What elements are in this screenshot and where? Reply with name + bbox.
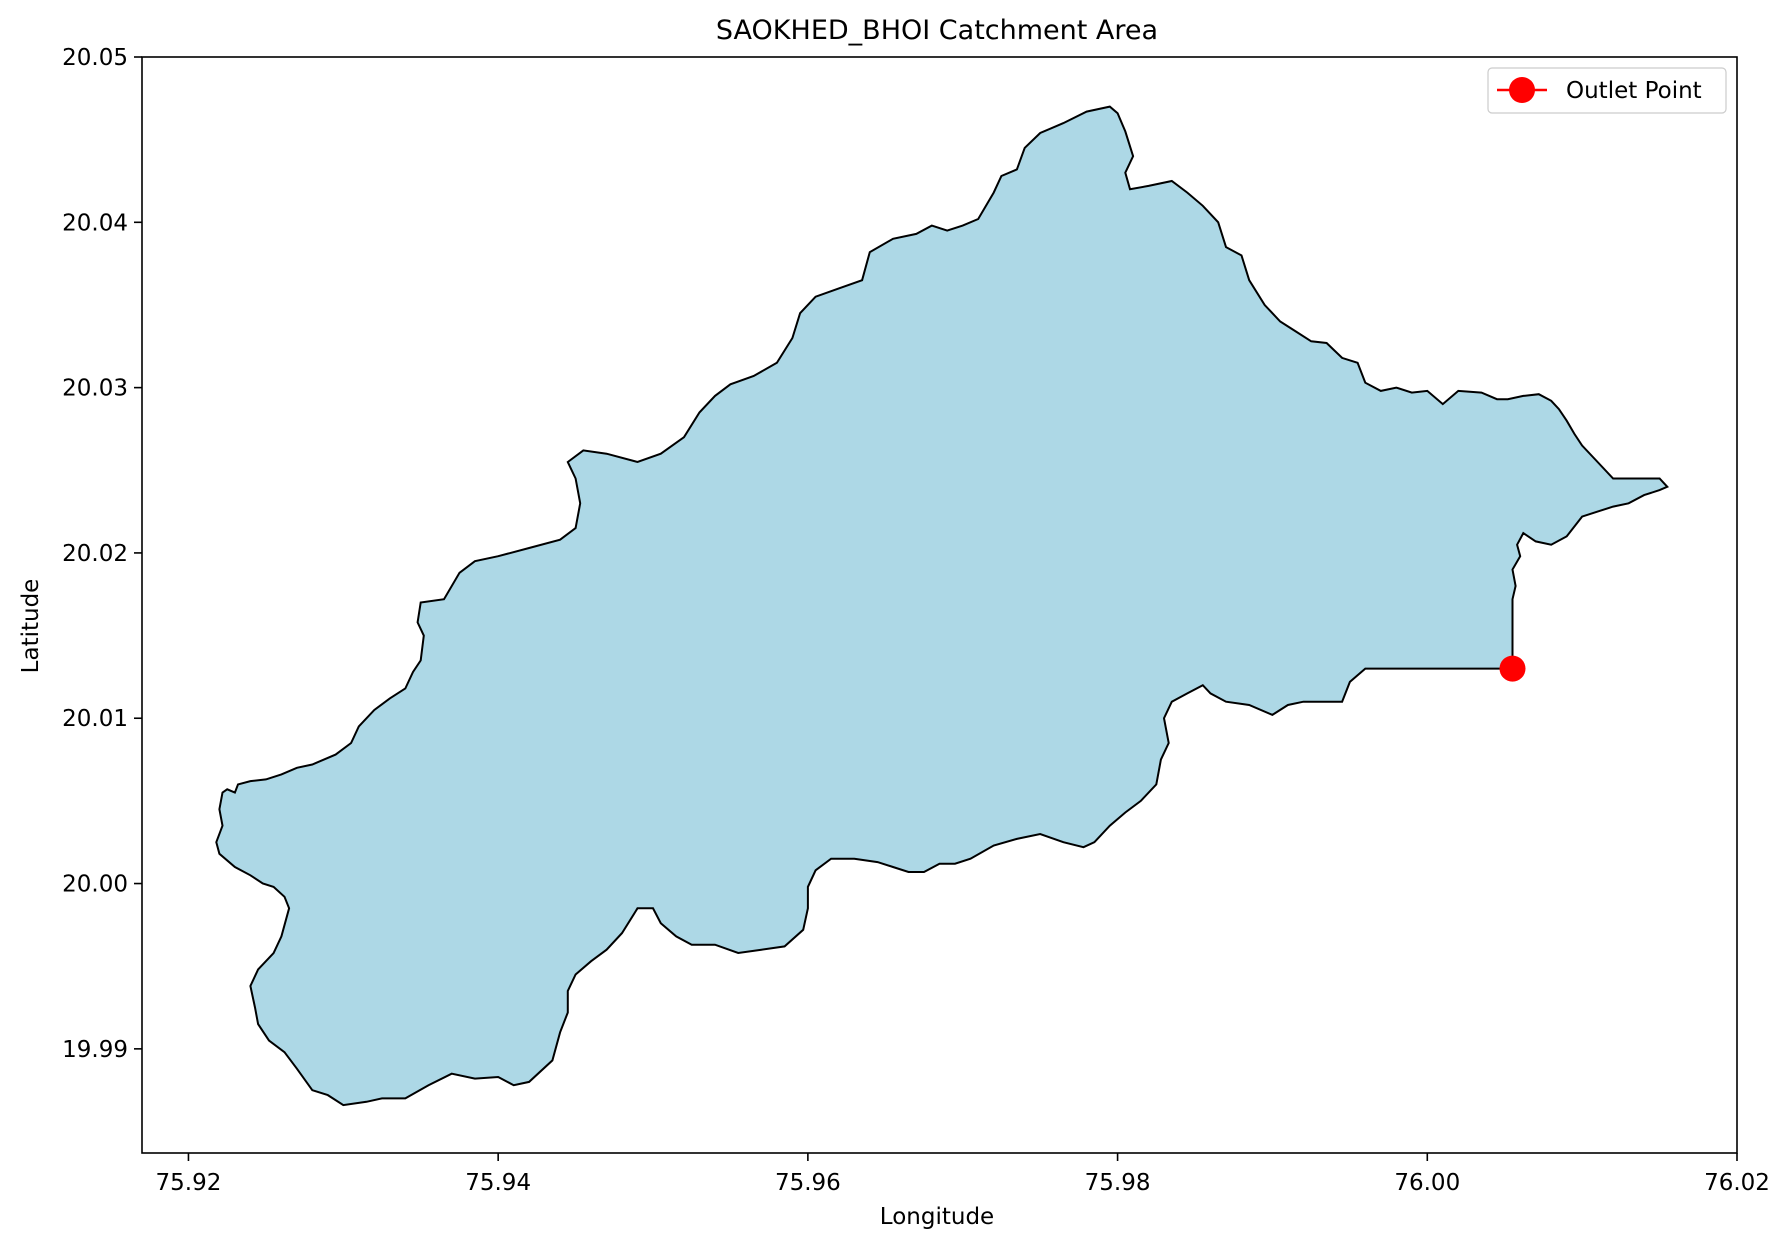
- y-tick-label: 20.03: [62, 376, 128, 402]
- plot-area: [215, 105, 1669, 1107]
- y-tick-label: 20.02: [62, 541, 128, 567]
- x-tick-label: 76.00: [1394, 1170, 1460, 1196]
- outlet-point: [1499, 655, 1526, 682]
- axes-frame: [141, 56, 1738, 1154]
- y-tick-label: 19.99: [62, 1037, 128, 1063]
- y-axis-label: Latitude: [18, 579, 44, 674]
- y-tick-label: 20.04: [62, 210, 128, 236]
- y-tick-label: 20.05: [62, 45, 128, 71]
- x-axis-ticks: 75.92 75.94 75.96 75.98 76.00 76.02: [156, 1153, 1770, 1196]
- x-tick-label: 76.02: [1704, 1170, 1770, 1196]
- x-tick-label: 75.96: [775, 1170, 841, 1196]
- y-tick-label: 20.01: [62, 706, 128, 732]
- y-axis-ticks: 19.99 20.00 20.01 20.02 20.03 20.04 20.05: [62, 45, 142, 1063]
- legend: Outlet Point: [1487, 67, 1727, 114]
- legend-box: [1487, 67, 1727, 114]
- x-tick-label: 75.98: [1085, 1170, 1151, 1196]
- x-tick-label: 75.92: [156, 1170, 222, 1196]
- x-tick-label: 75.94: [465, 1170, 531, 1196]
- outlet-point-marker: [1499, 655, 1526, 682]
- map-title: SAOKHED_BHOI Catchment Area: [716, 15, 1158, 46]
- legend-marker-swatch: [1509, 77, 1535, 103]
- x-axis-label: Longitude: [880, 1204, 994, 1230]
- legend-label-outlet-point: Outlet Point: [1566, 78, 1702, 104]
- y-tick-label: 20.00: [62, 872, 128, 898]
- catchment-polygon: [215, 105, 1669, 1107]
